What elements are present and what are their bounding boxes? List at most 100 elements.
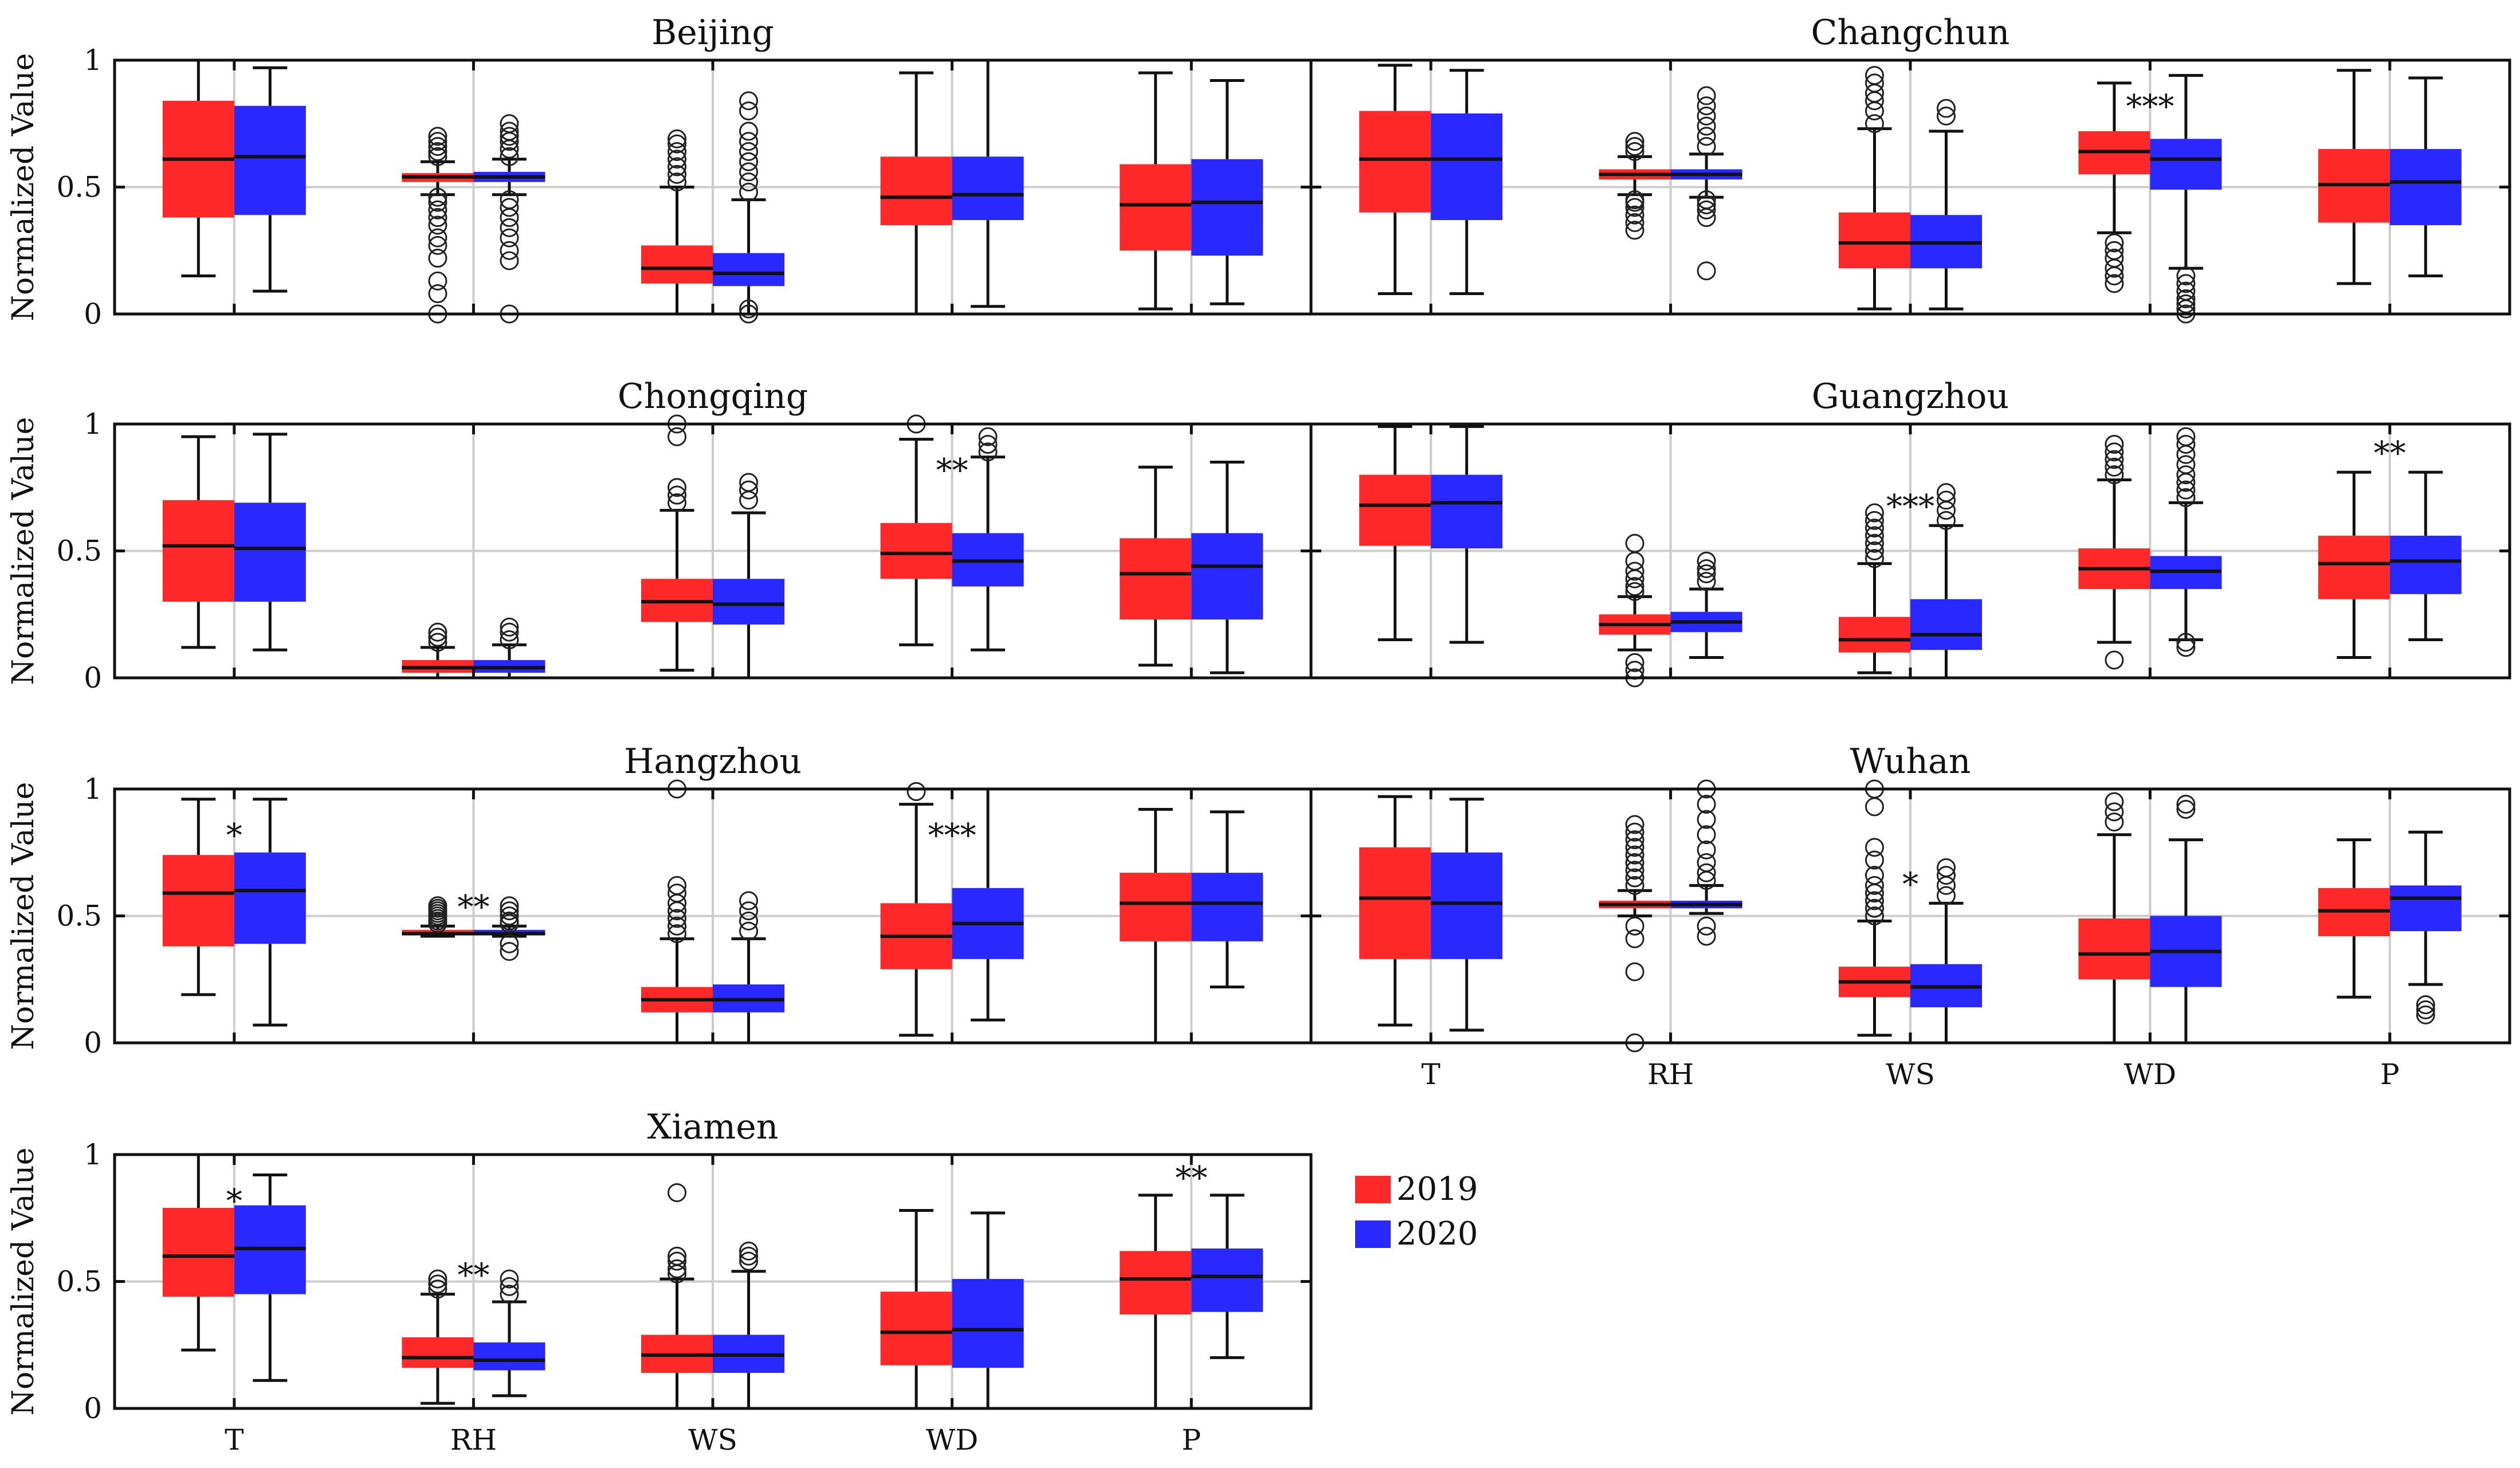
outlier-point: [1625, 190, 1644, 210]
outlier-point: [1625, 822, 1644, 842]
outlier-point: [1625, 653, 1644, 672]
x-tick-label: RH: [1647, 1058, 1694, 1091]
outlier-point: [978, 442, 998, 462]
outlier-point: [2105, 465, 2124, 485]
outlier-point: [739, 921, 758, 941]
outlier-point: [668, 916, 686, 936]
y-tick-label: 0.5: [56, 1265, 102, 1298]
outlier-point: [428, 132, 448, 151]
outlier-point: [2105, 792, 2124, 811]
outlier-point: [1625, 577, 1644, 596]
y-tick-label: 0: [84, 1392, 102, 1425]
outlier-point: [1697, 564, 1716, 583]
outlier-point: [668, 1183, 686, 1202]
outlier-point: [1625, 861, 1644, 880]
outlier-point: [500, 121, 519, 141]
box-2019: [1359, 474, 1431, 546]
outlier-point: [1625, 853, 1644, 872]
outlier-point: [1625, 551, 1644, 571]
outlier-point: [668, 150, 686, 169]
outlier-point: [1697, 116, 1716, 136]
outlier-point: [2176, 633, 2196, 652]
outlier-point: [2416, 1005, 2435, 1025]
box-2019: [880, 1292, 952, 1365]
outlier-point: [428, 284, 448, 304]
outlier-point: [1865, 797, 1884, 817]
y-tick-label: 1: [84, 44, 102, 77]
outlier-point: [2176, 795, 2196, 814]
outlier-point: [668, 884, 686, 903]
box-2019: [880, 523, 952, 579]
box-2020: [2150, 139, 2222, 190]
box-2020: [713, 253, 784, 286]
outlier-point: [1865, 838, 1884, 857]
outlier-point: [428, 193, 448, 212]
significance-stars: *: [226, 1183, 242, 1220]
outlier-point: [1937, 876, 1956, 895]
outlier-point: [2105, 241, 2124, 260]
outlier-point: [668, 485, 686, 505]
outlier-point: [1865, 511, 1884, 530]
outlier-point: [739, 101, 758, 121]
legend: 2019 2020: [1355, 1171, 1478, 1253]
outlier-point: [739, 891, 758, 910]
box-2020: [1910, 599, 1982, 650]
outlier-point: [739, 132, 758, 151]
box-2020: [234, 852, 306, 944]
y-tick-label: 0: [84, 661, 102, 694]
box-2020: [1431, 852, 1503, 959]
outlier-point: [2105, 274, 2124, 293]
outlier-point: [500, 218, 519, 237]
y-axis-label: Normalized Value: [6, 782, 41, 1050]
outlier-point: [428, 127, 448, 146]
box-2019: [1359, 111, 1431, 213]
outlier-point: [1697, 96, 1716, 116]
box-2019: [2318, 535, 2390, 599]
outlier-point: [739, 911, 758, 931]
outlier-point: [2176, 445, 2196, 464]
outlier-point: [739, 182, 758, 202]
outlier-point: [428, 896, 448, 916]
y-axis-label: Normalized Value: [6, 417, 41, 685]
box-2019: [641, 245, 713, 284]
outlier-point: [1937, 886, 1956, 905]
outlier-point: [428, 1279, 448, 1299]
outlier-point: [2176, 455, 2196, 474]
box-2020: [1191, 873, 1263, 941]
outlier-point: [739, 162, 758, 182]
outlier-point: [2105, 457, 2124, 477]
outlier-point: [2105, 650, 2124, 670]
outlier-point: [1865, 526, 1884, 545]
outlier-point: [1865, 541, 1884, 560]
panel-title: Guangzhou: [1812, 376, 2009, 417]
outlier-point: [1865, 906, 1884, 925]
outlier-point: [1625, 929, 1644, 948]
outlier-point: [978, 434, 998, 454]
outlier-point: [1865, 91, 1884, 111]
outlier-point: [428, 249, 448, 268]
panel-beijing: 0 0.5 1 Normalized Value Beijing: [6, 13, 1313, 331]
outlier-point: [428, 147, 448, 166]
box-2019: [1120, 1251, 1192, 1315]
outlier-point: [739, 473, 758, 492]
outlier-point: [1625, 213, 1644, 233]
outlier-point: [1625, 830, 1644, 850]
outlier-point: [500, 1285, 519, 1304]
box-2020: [1191, 533, 1263, 620]
outlier-point: [1625, 221, 1644, 240]
outlier-point: [2176, 427, 2196, 446]
outlier-point: [668, 142, 686, 161]
box-2019: [1359, 847, 1431, 959]
outlier-point: [428, 622, 448, 642]
box-2020: [1191, 1248, 1263, 1312]
outlier-point: [2105, 249, 2124, 268]
outlier-point: [1697, 106, 1716, 125]
outlier-point: [739, 901, 758, 921]
outlier-point: [739, 1246, 758, 1266]
outlier-point: [1625, 838, 1644, 857]
x-tick-label: WD: [926, 1423, 978, 1457]
box-2020: [2389, 885, 2462, 932]
significance-stars: ***: [1886, 488, 1934, 525]
outlier-point: [2105, 812, 2124, 832]
outlier-point: [739, 299, 758, 319]
